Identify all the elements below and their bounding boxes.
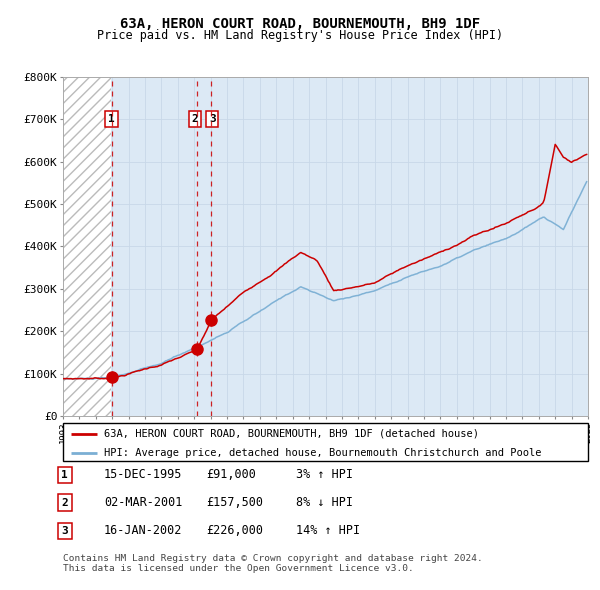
- Text: 8% ↓ HPI: 8% ↓ HPI: [296, 496, 353, 509]
- Text: Price paid vs. HM Land Registry's House Price Index (HPI): Price paid vs. HM Land Registry's House …: [97, 30, 503, 42]
- Text: £157,500: £157,500: [206, 496, 263, 509]
- Text: 3: 3: [209, 114, 215, 124]
- Text: 02-MAR-2001: 02-MAR-2001: [104, 496, 182, 509]
- Text: 63A, HERON COURT ROAD, BOURNEMOUTH, BH9 1DF (detached house): 63A, HERON COURT ROAD, BOURNEMOUTH, BH9 …: [104, 429, 479, 439]
- Text: 3: 3: [61, 526, 68, 536]
- Text: 2: 2: [191, 114, 199, 124]
- Text: 3% ↑ HPI: 3% ↑ HPI: [296, 468, 353, 481]
- Text: 2: 2: [61, 498, 68, 507]
- Text: 1: 1: [108, 114, 115, 124]
- Text: Contains HM Land Registry data © Crown copyright and database right 2024.
This d: Contains HM Land Registry data © Crown c…: [63, 554, 483, 573]
- Text: 1: 1: [61, 470, 68, 480]
- Text: £226,000: £226,000: [206, 525, 263, 537]
- Text: HPI: Average price, detached house, Bournemouth Christchurch and Poole: HPI: Average price, detached house, Bour…: [104, 448, 541, 458]
- Text: 16-JAN-2002: 16-JAN-2002: [104, 525, 182, 537]
- Text: 63A, HERON COURT ROAD, BOURNEMOUTH, BH9 1DF: 63A, HERON COURT ROAD, BOURNEMOUTH, BH9 …: [120, 17, 480, 31]
- Text: 14% ↑ HPI: 14% ↑ HPI: [296, 525, 360, 537]
- Text: £91,000: £91,000: [206, 468, 256, 481]
- Text: 15-DEC-1995: 15-DEC-1995: [104, 468, 182, 481]
